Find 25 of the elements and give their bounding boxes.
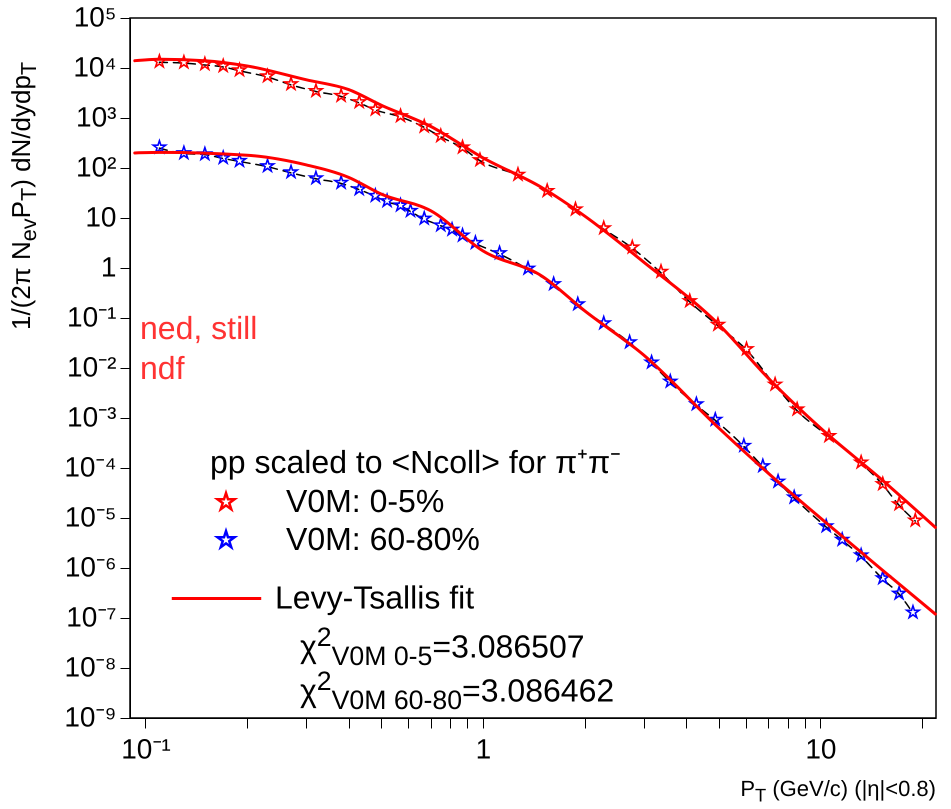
legend-label: V0M: 0-5%: [286, 483, 444, 519]
y-tick-label: 10⁵: [74, 2, 116, 32]
x-tick-label: 1: [476, 734, 492, 764]
y-tick-label: 10: [85, 202, 116, 232]
legend-label: V0M: 60-80%: [286, 521, 480, 557]
x-tick-label: 10⁻¹: [121, 734, 171, 764]
legend-label: Levy-Tsallis fit: [275, 580, 474, 616]
y-tick-label: 10⁻¹: [67, 302, 116, 332]
annotation: ndf: [140, 350, 184, 387]
y-tick-label: 10⁻⁸: [64, 652, 116, 682]
annotation: ned, still: [140, 310, 258, 347]
legend-title: pp scaled to <Ncoll> for π⁺π⁻: [210, 444, 622, 480]
y-tick-label: 10⁴: [73, 52, 116, 82]
y-tick-label: 10²: [76, 152, 116, 182]
y-tick-label: 1: [100, 252, 116, 282]
x-axis-title: P$_{T}$ (GeV/c) (|η|<0.8): [740, 776, 936, 806]
y-tick-label: 10⁻⁵: [64, 502, 116, 532]
x-tick-label: 10: [805, 734, 837, 764]
y-tick-label: 10⁻⁷: [66, 602, 116, 632]
y-tick-label: 10⁻⁴: [64, 452, 116, 482]
y-tick-label: 10³: [76, 102, 116, 132]
y-tick-label: 10⁻²: [67, 352, 116, 382]
y-tick-label: 10⁻⁹: [64, 702, 116, 732]
y-tick-label: 10⁻⁶: [64, 552, 116, 582]
y-tick-label: 10⁻³: [67, 402, 116, 432]
